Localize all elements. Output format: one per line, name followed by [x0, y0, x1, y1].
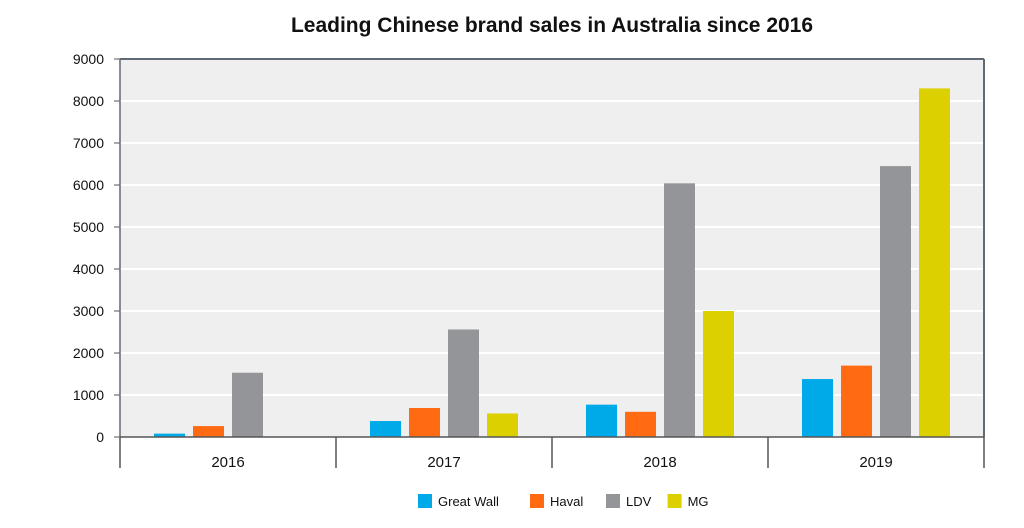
- x-tick-label: 2016: [211, 454, 244, 471]
- y-tick-label: 1000: [73, 387, 104, 403]
- bar-ldv-2019: [880, 166, 911, 437]
- bar-ldv-2018: [664, 183, 695, 437]
- legend-label: LDV: [626, 494, 652, 509]
- bar-haval-2017: [409, 408, 440, 437]
- legend-label: Great Wall: [438, 494, 499, 509]
- y-tick-label: 9000: [73, 51, 104, 67]
- chart-title: Leading Chinese brand sales in Australia…: [290, 14, 814, 37]
- bar-great-wall-2016: [154, 433, 185, 437]
- bar-haval-2019: [841, 365, 872, 437]
- bar-great-wall-2018: [586, 404, 617, 437]
- bar-great-wall-2017: [370, 421, 401, 437]
- y-tick-label: 8000: [73, 93, 104, 109]
- y-tick-label: 4000: [73, 261, 104, 277]
- y-tick-label: 2000: [73, 345, 104, 361]
- y-tick-label: 7000: [73, 135, 104, 151]
- plot-area: [120, 59, 984, 437]
- legend-swatch-mg: [667, 494, 682, 508]
- y-tick-label: 6000: [73, 177, 104, 193]
- x-tick-label: 2018: [643, 454, 676, 471]
- x-tick-label: 2019: [859, 454, 892, 471]
- y-tick-label: 3000: [73, 303, 104, 319]
- legend-swatch-ldv: [606, 494, 620, 508]
- bar-haval-2018: [625, 411, 656, 437]
- bar-mg-2018: [703, 311, 734, 437]
- bar-haval-2016: [193, 426, 224, 437]
- legend-swatch-haval: [530, 494, 544, 508]
- bar-mg-2017: [487, 413, 518, 437]
- bar-mg-2019: [919, 88, 950, 438]
- y-tick-label: 5000: [73, 219, 104, 235]
- x-tick-label: 2017: [427, 454, 460, 471]
- bar-ldv-2017: [448, 329, 479, 437]
- bar-great-wall-2019: [802, 379, 833, 437]
- legend-label: MG: [688, 494, 709, 509]
- legend-label: Haval: [550, 494, 583, 509]
- legend-swatch-great-wall: [418, 494, 432, 508]
- y-tick-label: 0: [96, 429, 104, 445]
- bar-ldv-2016: [232, 372, 263, 437]
